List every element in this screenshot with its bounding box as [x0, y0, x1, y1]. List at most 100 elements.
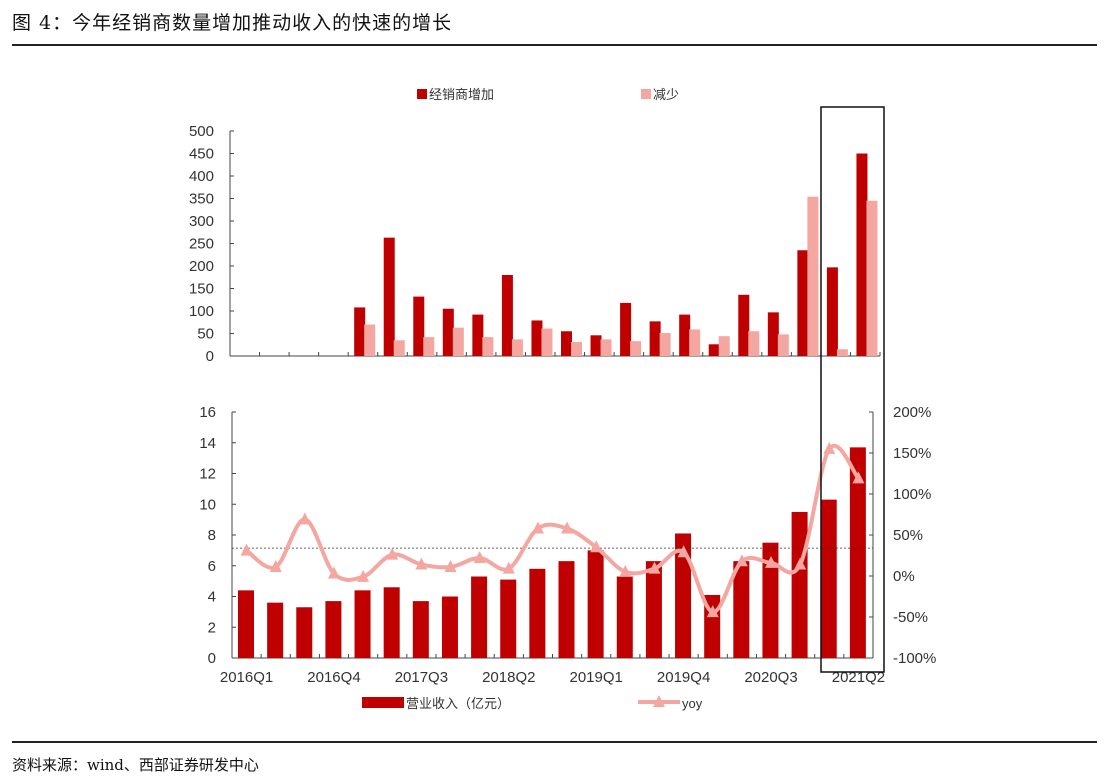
y-tick-label: 500	[189, 123, 214, 140]
y2-tick-label: 200%	[893, 404, 931, 421]
bar-increase	[767, 312, 779, 356]
bar-revenue	[441, 596, 458, 658]
source-note: 资料来源：wind、西部证券研发中心	[12, 756, 259, 774]
bar-decrease	[423, 337, 435, 356]
bar-increase	[383, 237, 395, 356]
y-tick-label: 350	[189, 191, 214, 208]
bar-decrease	[836, 349, 848, 356]
legend-label-decrease: 减少	[653, 87, 679, 102]
bar-revenue	[675, 533, 692, 658]
bar-increase	[679, 314, 691, 356]
legend-marker-yoy	[653, 695, 665, 707]
yoy-marker	[240, 543, 253, 556]
y2-tick-label: 150%	[893, 445, 931, 462]
bar-increase	[472, 314, 484, 356]
bar-revenue	[471, 576, 488, 658]
bar-decrease	[600, 339, 612, 356]
yoy-marker	[502, 561, 515, 574]
y2-tick-label: -100%	[893, 650, 936, 667]
yoy-marker	[444, 559, 457, 572]
x-tick-label: 2020Q3	[744, 669, 797, 686]
bar-increase	[354, 307, 366, 356]
legend-swatch-increase	[417, 89, 427, 99]
y-tick-label: 0	[208, 650, 216, 667]
y-tick-label: 200	[189, 258, 214, 275]
y2-tick-label: -50%	[893, 609, 928, 626]
bar-decrease	[718, 336, 730, 356]
yoy-marker	[852, 471, 865, 484]
bar-decrease	[541, 328, 553, 356]
bar-increase	[501, 275, 513, 356]
bar-revenue	[296, 607, 313, 658]
bar-increase	[413, 296, 425, 356]
bottom-rule	[12, 741, 1097, 743]
y-tick-label: 50	[197, 326, 214, 343]
yoy-marker	[590, 540, 603, 553]
x-tick-label: 2021Q2	[832, 669, 885, 686]
y-tick-label: 2	[208, 619, 216, 636]
bar-decrease	[630, 341, 642, 356]
legend-label-increase: 经销商增加	[429, 87, 494, 102]
bar-decrease	[364, 324, 376, 356]
yoy-marker	[677, 545, 690, 558]
yoy-marker	[357, 569, 370, 582]
figure-title: 图 4：今年经销商数量增加推动收入的快速的增长	[12, 12, 453, 34]
bar-revenue	[529, 568, 546, 658]
bar-decrease	[571, 342, 582, 356]
yoy-marker	[386, 547, 399, 560]
y-tick-label: 0	[206, 348, 214, 365]
y-tick-label: 12	[199, 466, 216, 483]
bar-decrease	[393, 340, 405, 356]
yoy-marker	[415, 557, 428, 570]
bar-decrease	[689, 329, 701, 356]
yoy-marker	[735, 554, 748, 567]
y-tick-label: 6	[208, 558, 216, 575]
y-tick-label: 150	[189, 281, 214, 298]
bar-revenue	[587, 550, 604, 658]
bar-increase	[797, 250, 809, 356]
bar-revenue	[238, 590, 254, 658]
x-tick-label: 2017Q3	[395, 669, 448, 686]
bar-revenue	[733, 561, 750, 658]
y-tick-label: 8	[208, 527, 216, 544]
y-tick-label: 250	[189, 236, 214, 253]
x-tick-label: 2018Q2	[482, 669, 535, 686]
bar-increase	[590, 335, 602, 356]
legend-swatch-revenue	[362, 697, 404, 708]
bar-revenue	[616, 576, 633, 658]
y-tick-label: 14	[199, 435, 216, 452]
yoy-marker	[794, 557, 807, 570]
y2-tick-label: 0%	[893, 568, 915, 585]
bar-increase	[856, 153, 868, 356]
yoy-marker	[561, 521, 574, 534]
yoy-marker	[327, 566, 340, 579]
bar-increase	[708, 344, 720, 356]
legend-swatch-decrease	[641, 89, 651, 99]
yoy-marker	[823, 441, 836, 454]
bar-increase	[561, 331, 572, 356]
legend-label-yoy: yoy	[682, 696, 703, 711]
bar-revenue	[325, 601, 342, 658]
y-tick-label: 100	[189, 303, 214, 320]
bar-increase	[531, 320, 543, 356]
bar-revenue	[849, 447, 866, 658]
bar-increase	[620, 302, 632, 356]
bar-revenue	[354, 590, 371, 658]
y-tick-label: 10	[199, 496, 216, 513]
highlight-box	[820, 106, 885, 673]
y-tick-label: 16	[199, 404, 216, 421]
y2-tick-label: 100%	[893, 486, 931, 503]
bar-decrease	[777, 334, 789, 356]
y-tick-label: 400	[189, 168, 214, 185]
yoy-marker	[765, 555, 778, 568]
x-tick-label: 2016Q4	[307, 669, 360, 686]
bar-revenue	[820, 499, 837, 658]
bar-revenue	[791, 511, 808, 658]
x-tick-label: 2016Q1	[220, 669, 273, 686]
bar-decrease	[807, 196, 819, 356]
bar-revenue	[412, 601, 429, 658]
bar-revenue	[267, 602, 284, 658]
bar-decrease	[659, 333, 671, 356]
bar-increase	[442, 308, 454, 356]
